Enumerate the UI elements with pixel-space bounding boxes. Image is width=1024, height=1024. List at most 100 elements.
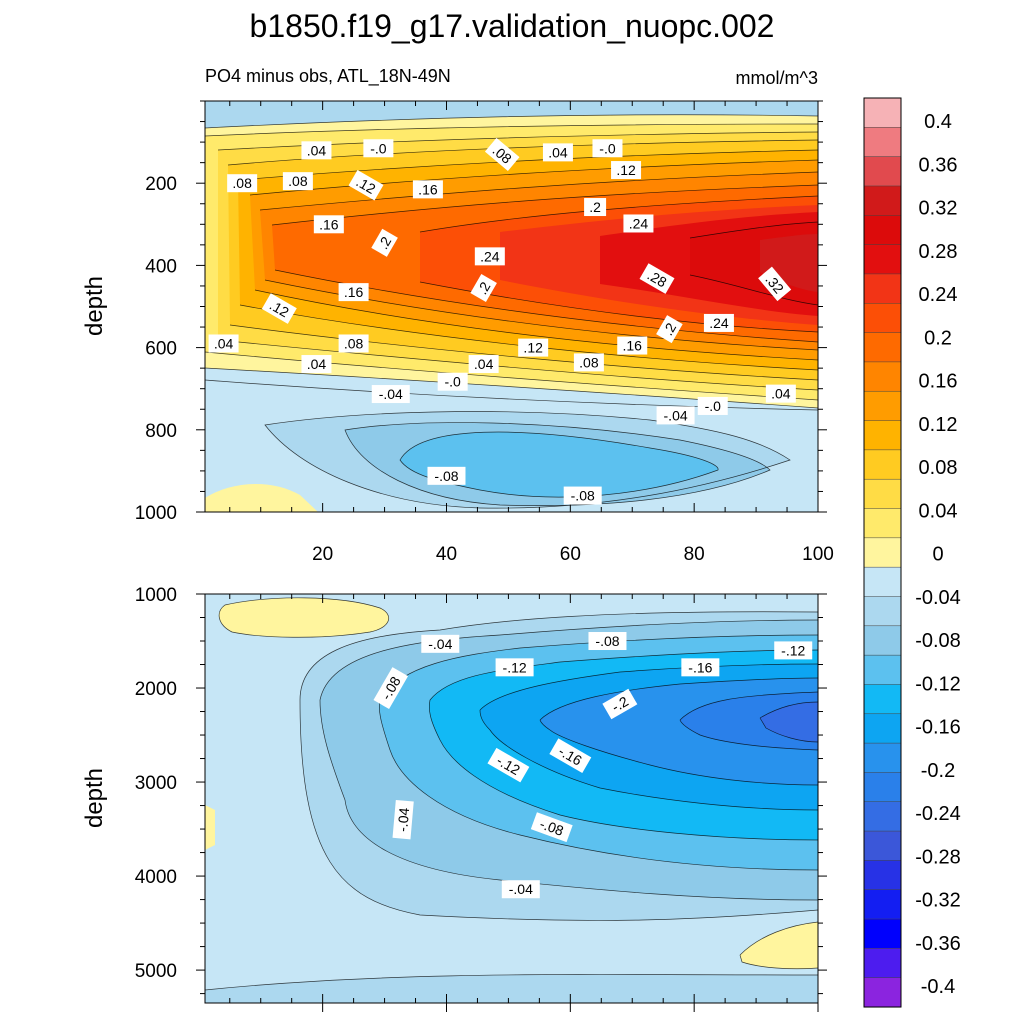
x-tick-label: 100 — [802, 544, 834, 565]
colorbar-swatch — [863, 361, 902, 392]
contour-label: .12 — [518, 338, 549, 357]
colorbar-swatch — [863, 830, 902, 861]
x-tick-label: 80 — [684, 544, 705, 565]
contour-label-bg — [617, 336, 648, 355]
upper-contour-labels: .04 -.0 .08 .04 -.0 .08 .08 .12 .16 .12 .2 .16 .24 .2… — [208, 137, 796, 505]
colorbar-swatch — [863, 185, 902, 216]
colorbar-label: 0.28 — [919, 241, 958, 263]
contour-label-text: -.12 — [503, 659, 527, 675]
contour-label: -.04 — [501, 880, 540, 899]
contour-label: .2 — [584, 198, 607, 217]
contour-label-text: .04 — [771, 386, 791, 402]
contour-label: -.12 — [774, 641, 813, 660]
contour-label-bg — [371, 228, 398, 257]
contour-label-text: .24 — [480, 248, 500, 264]
units-label: mmol/m^3 — [736, 68, 818, 88]
colorbar-swatch — [863, 654, 902, 686]
colorbar-swatch — [863, 273, 902, 304]
contour-label-bg — [468, 355, 499, 374]
upper-ylabel: depth — [81, 276, 108, 336]
colorbar-label: -0.04 — [915, 587, 961, 609]
colorbar-label: 0.16 — [919, 371, 958, 393]
contour-label-bg — [437, 372, 468, 391]
subtitle-left: PO4 minus obs, ATL_18N-49N — [205, 66, 451, 87]
contour-label: .04 — [765, 384, 796, 403]
x-tick-label: 20 — [312, 544, 333, 565]
contour-label-bg — [656, 406, 695, 425]
contour-label: .16 — [412, 180, 443, 199]
colorbar-label: -0.08 — [915, 630, 961, 652]
y-tick-label: 3000 — [135, 773, 177, 794]
contour-label-bg — [518, 338, 549, 357]
contour-label: -.0 — [437, 372, 468, 391]
colorbar-swatch — [863, 244, 902, 275]
colorbar-swatch — [863, 713, 902, 744]
y-tick-label: 1000 — [135, 585, 177, 606]
contour-label-bg — [639, 263, 675, 294]
lower-ylabel: depth — [81, 768, 108, 828]
colorbar-swatch — [863, 97, 902, 128]
colorbar-label: -0.28 — [915, 846, 961, 868]
contour-label: .24 — [474, 247, 505, 266]
chart-title: b1850.f19_g17.validation_nuopc.002 — [250, 8, 775, 44]
contour-label-bg — [371, 385, 410, 404]
colorbar-label: 0.12 — [919, 414, 958, 436]
contour-label: -.08 — [530, 812, 573, 843]
contour-label-text: .08 — [579, 354, 599, 370]
contour-label: .24 — [703, 313, 734, 332]
contour-label: .08 — [227, 174, 258, 193]
contour-label-text: -.08 — [595, 633, 619, 649]
contour-label-text: .16 — [418, 181, 438, 197]
contour-label-bg — [373, 667, 409, 709]
contour-label-bg — [421, 634, 460, 653]
colorbar-label: 0.04 — [919, 500, 958, 522]
contour-label: .08 — [573, 353, 604, 372]
colorbar-swatch — [863, 508, 902, 539]
contour-label-bg — [301, 355, 332, 374]
contour-label: .04 — [301, 355, 332, 374]
contour-label-text: -.08 — [571, 488, 595, 504]
contour-label: .2 — [470, 273, 497, 303]
contour-label: -.0 — [363, 139, 394, 158]
y-tick-label: 800 — [145, 421, 177, 442]
x-tick-label: 60 — [560, 544, 581, 565]
colorbar-swatch — [863, 420, 902, 451]
lower-panel: 1000 2000 3000 4000 5000 -.04 -.08 -.12 -.12 -.1… — [81, 585, 827, 1012]
colorbar-swatch — [863, 303, 902, 334]
contour-label-text: .04 — [474, 356, 494, 372]
contour-label-bg — [412, 180, 443, 199]
contour-label: .16 — [617, 336, 648, 355]
y-tick-label: 2000 — [135, 679, 177, 700]
contour-label-bg — [602, 688, 638, 720]
colorbar-label: 0.24 — [919, 284, 958, 306]
contour-label-bg — [592, 139, 623, 158]
colorbar-frame — [863, 97, 902, 1008]
contour-label: -.0 — [697, 396, 728, 415]
colorbar-label: 0 — [932, 544, 943, 566]
colorbar-label: 0.4 — [924, 111, 952, 133]
colorbar-label: 0.36 — [919, 154, 958, 176]
contour-label-bg — [611, 161, 642, 180]
contour-label: -.08 — [563, 486, 602, 505]
lower-contour-fill — [205, 594, 818, 1003]
contour-label: -.04 — [392, 799, 414, 840]
contour-label-bg — [348, 169, 384, 201]
contour-label: .08 — [282, 172, 313, 191]
contour-label-text: -.0 — [370, 140, 387, 156]
y-tick-label: 1000 — [135, 503, 177, 524]
contour-label-bg — [495, 658, 534, 677]
contour-label-bg — [588, 632, 627, 651]
contour-label-text: .12 — [616, 162, 636, 178]
contour-label: .08 — [338, 334, 369, 353]
contour-label-bg — [542, 143, 573, 162]
contour-label-bg — [758, 266, 792, 302]
contour-label-bg — [501, 880, 540, 899]
upper-ticks: 20 40 60 80 100 200 400 600 800 1000 — [135, 100, 834, 565]
colorbar: 0.4 0.36 0.32 0.28 0.24 0.2 0.16 0.12 0.08 0.04 0 -… — [863, 97, 961, 1008]
y-tick-label: 200 — [145, 174, 177, 195]
contour-label-bg — [681, 658, 720, 677]
contour-label: .12 — [348, 169, 384, 201]
colorbar-swatch — [863, 918, 902, 949]
colorbar-swatch — [863, 127, 902, 158]
